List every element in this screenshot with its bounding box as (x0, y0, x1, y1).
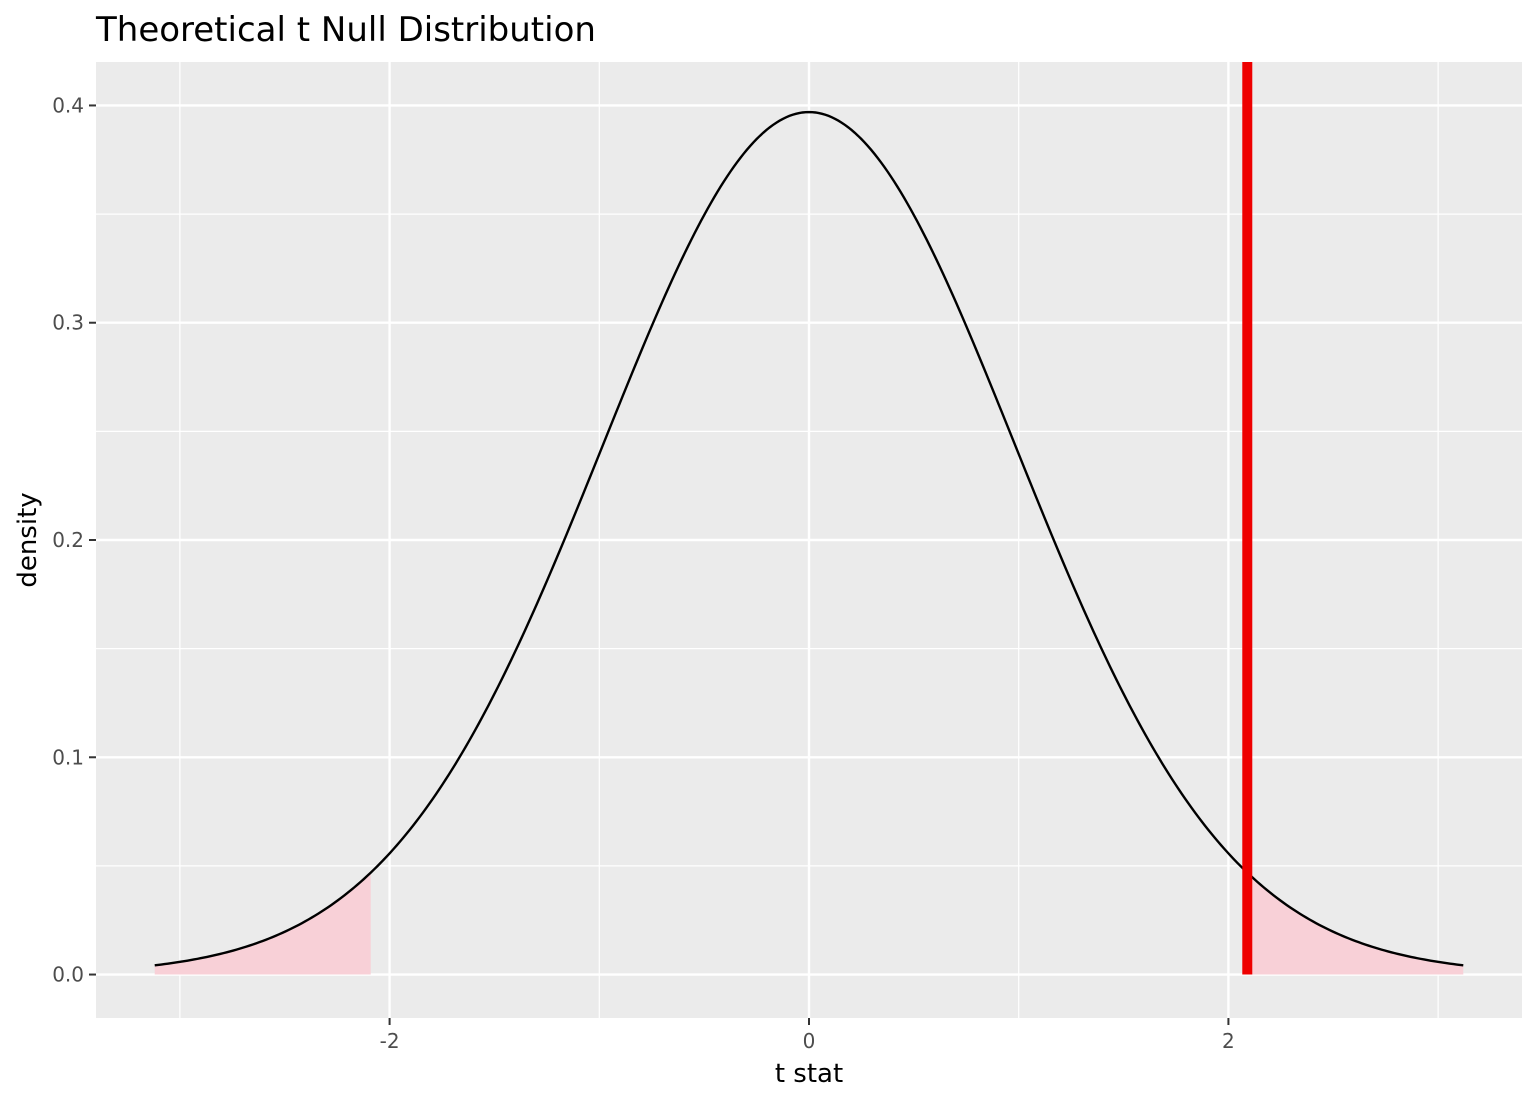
shaded-region-left-tail (154, 872, 371, 975)
shaded-region-right-tail (1247, 872, 1464, 975)
y-axis-title: density (13, 492, 43, 587)
shaded-tail-regions (154, 872, 1464, 975)
x-tick-label: 2 (1222, 1029, 1235, 1053)
y-tick-label: 0.4 (52, 93, 84, 117)
chart-title: Theoretical t Null Distribution (95, 10, 596, 50)
y-axis: 0.0 0.1 0.2 0.3 0.4 (52, 93, 96, 987)
y-tick-label: 0.3 (52, 311, 84, 335)
y-tick-label: 0.0 (52, 963, 84, 987)
y-tick-label: 0.2 (52, 528, 84, 552)
x-tick-label: 0 (803, 1029, 816, 1053)
x-tick-label: -2 (380, 1029, 400, 1053)
x-axis-title: t stat (775, 1059, 843, 1089)
x-axis: -2 0 2 (380, 1018, 1235, 1053)
y-tick-label: 0.1 (52, 745, 84, 769)
